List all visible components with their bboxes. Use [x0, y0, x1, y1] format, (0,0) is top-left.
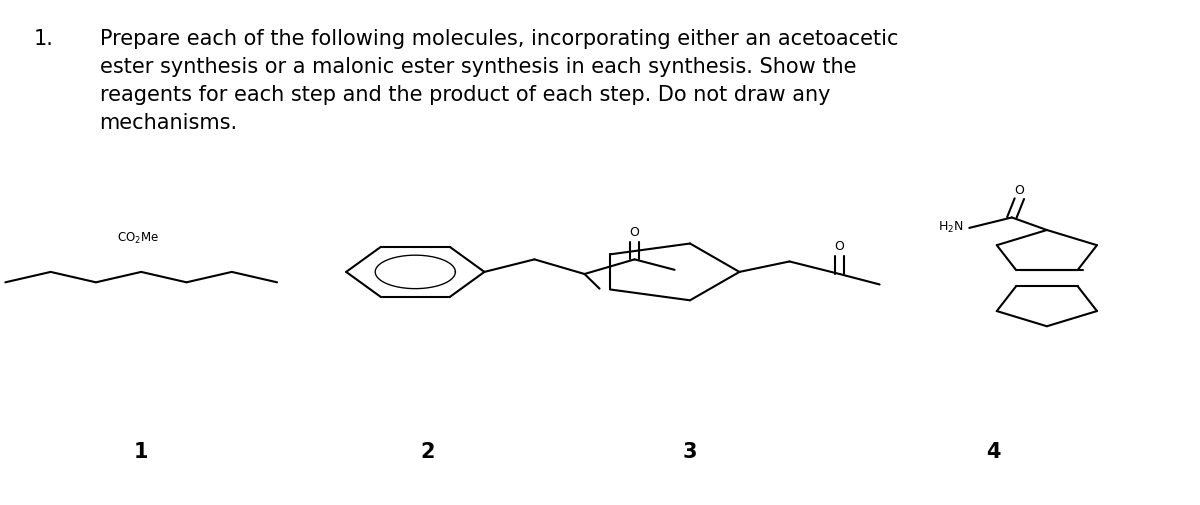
Text: 1: 1: [134, 441, 149, 461]
Text: Prepare each of the following molecules, incorporating either an acetoacetic
est: Prepare each of the following molecules,…: [100, 29, 898, 133]
Text: 4: 4: [986, 441, 1001, 461]
Text: 3: 3: [682, 441, 697, 461]
Text: 1.: 1.: [34, 29, 54, 49]
Text: O: O: [834, 240, 845, 252]
Text: 2: 2: [420, 441, 434, 461]
Text: O: O: [1014, 183, 1025, 196]
Text: CO$_2$Me: CO$_2$Me: [116, 230, 158, 245]
Text: O: O: [630, 225, 640, 238]
Text: H$_2$N: H$_2$N: [937, 220, 964, 235]
